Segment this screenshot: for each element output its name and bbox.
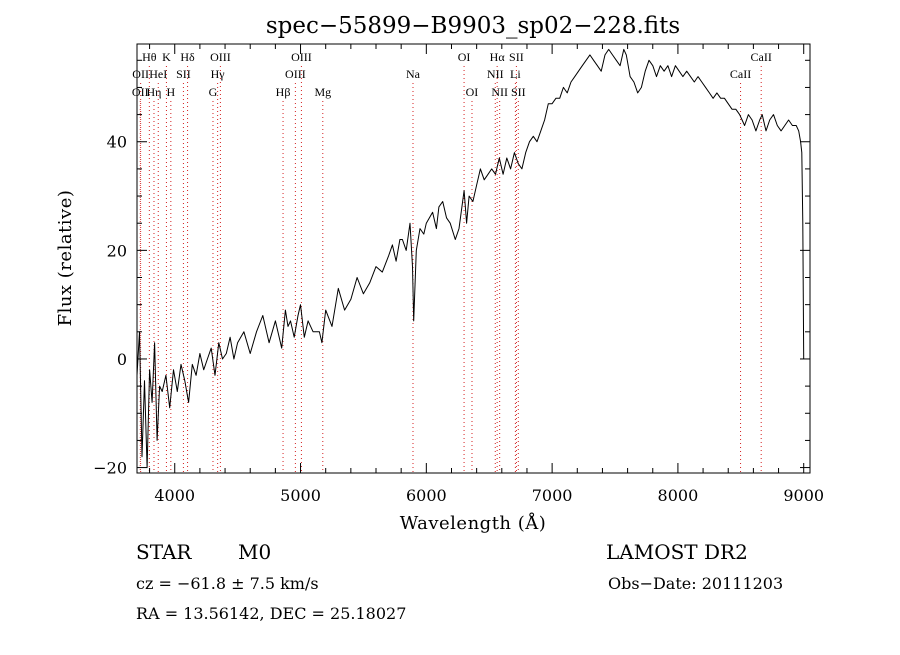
sky-coordinates: RA = 13.56142, DEC = 25.18027 (136, 604, 406, 623)
line-label-18: OI (466, 85, 479, 99)
line-label-10: Hγ (211, 67, 226, 81)
line-label-15: Mg (314, 85, 331, 99)
x-tick-label: 5000 (280, 486, 321, 505)
line-label-22: Li (510, 67, 521, 81)
line-label-8: Hδ (180, 50, 195, 64)
x-tick-label: 7000 (532, 486, 573, 505)
observation-date: Obs−Date: 20111203 (608, 574, 783, 593)
line-label-1: OII (132, 67, 149, 81)
line-label-3: Hη (147, 85, 162, 99)
line-label-7: SII (176, 67, 191, 81)
y-tick-label: −20 (93, 459, 127, 478)
x-axis-label: Wavelength (Å) (400, 512, 547, 534)
line-label-9: G (209, 85, 218, 99)
y-tick-label: 40 (107, 133, 127, 152)
spectral-line-markers (139, 66, 762, 473)
line-label-12: Hβ (276, 85, 291, 99)
line-label-17: OI (458, 50, 471, 64)
line-label-19: NII (487, 67, 504, 81)
x-tick-label: 9000 (783, 486, 824, 505)
x-tick-label: 4000 (154, 486, 195, 505)
y-axis-label: Flux (relative) (55, 190, 76, 327)
line-label-5: K (162, 50, 171, 64)
spectral-line-labels: OIIOIIHθHηHeIKHSIIHδGHγOIIIHβOIIIOIIIMgN… (132, 50, 772, 99)
line-label-0: OII (132, 85, 149, 99)
line-label-11: OIII (210, 50, 231, 64)
line-label-16: Na (406, 67, 421, 81)
spectrum-series-line (136, 48, 805, 469)
line-label-21: NII (491, 85, 508, 99)
chart-title: spec−55899−B9903_sp02−228.fits (266, 13, 680, 39)
line-label-14: OIII (291, 50, 312, 64)
plot-frame (136, 43, 811, 474)
x-tick-label: 6000 (406, 486, 447, 505)
line-label-13: OIII (285, 67, 306, 81)
survey-release: LAMOST DR2 (606, 540, 748, 564)
line-label-24: SII (511, 85, 526, 99)
line-label-23: SII (509, 50, 524, 64)
line-label-4: HeI (149, 67, 167, 81)
y-tick-label: 0 (117, 350, 127, 369)
object-subclass: M0 (238, 540, 271, 564)
line-label-26: CaII (751, 50, 772, 64)
x-tick-label: 8000 (658, 486, 699, 505)
line-label-20: Hα (490, 50, 506, 64)
redshift-velocity: cz = −61.8 ± 7.5 km/s (136, 574, 319, 593)
y-tick-label: 20 (107, 241, 127, 260)
axis-ticks (137, 44, 810, 473)
line-label-2: Hθ (142, 50, 157, 64)
line-label-25: CaII (730, 67, 751, 81)
object-class: STAR (136, 540, 192, 564)
line-label-6: H (167, 85, 176, 99)
axis-tick-labels: 4000 5000 6000 7000 8000 9000 −20 0 20 40 (93, 133, 824, 505)
